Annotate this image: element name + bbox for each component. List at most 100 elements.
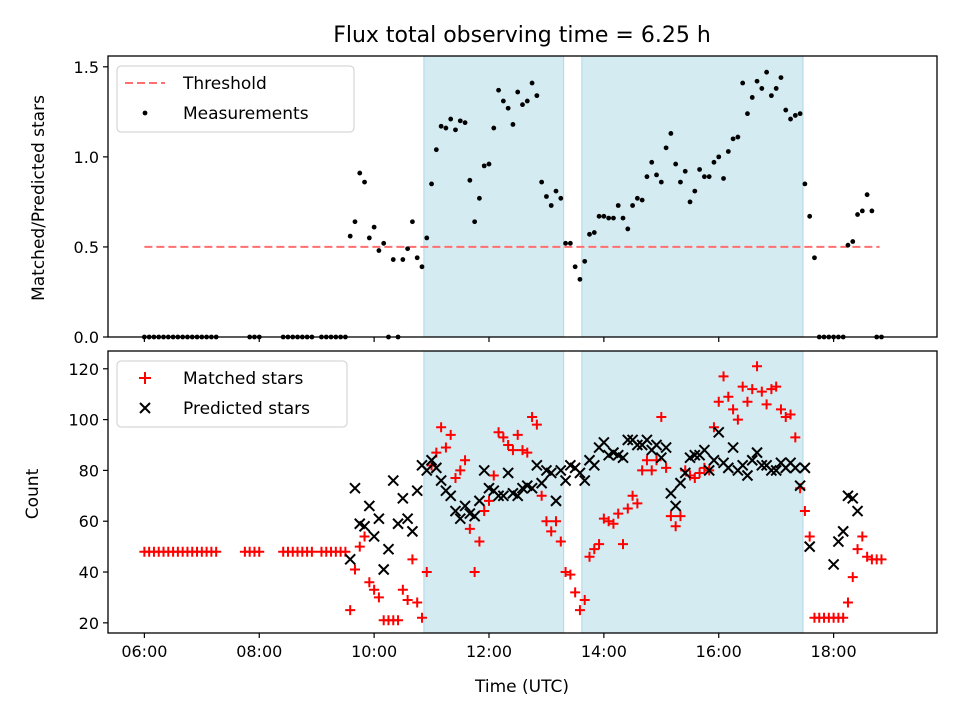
measurement-point xyxy=(740,80,746,86)
predicted-stars-point xyxy=(502,467,514,479)
predicted-stars-point xyxy=(459,500,471,512)
measurement-point xyxy=(505,105,511,111)
matched-stars-point xyxy=(799,506,810,517)
measurement-point xyxy=(716,154,722,160)
measurement-point xyxy=(524,98,530,104)
predicted-stars-point xyxy=(669,500,682,512)
measurement-point xyxy=(692,188,698,194)
matched-stars-point xyxy=(460,455,471,466)
predicted-stars-point xyxy=(497,490,510,502)
predicted-stars-point xyxy=(425,454,438,466)
predicted-stars-point xyxy=(660,441,672,454)
measurement-point xyxy=(654,172,659,178)
matched-stars-point xyxy=(555,536,566,547)
bottom-panel: 06:00 08:00 10:00 12:00 14:00 16:00 18:00 20 40 6… xyxy=(68,350,938,661)
matched-stars-point xyxy=(436,422,447,433)
matched-stars-point xyxy=(469,567,480,578)
measurement-point xyxy=(539,179,545,185)
measurement-point xyxy=(520,102,525,108)
predicted-stars-point xyxy=(689,449,701,461)
matched-stars-point xyxy=(479,506,490,517)
matched-stars-point xyxy=(747,384,758,395)
observing-window-shade xyxy=(423,55,565,338)
matched-stars-point xyxy=(646,465,657,476)
matched-stars-point xyxy=(407,554,418,565)
predicted-stars-point xyxy=(803,540,816,553)
predicted-stars-point xyxy=(574,467,586,479)
measurement-point xyxy=(807,213,813,219)
y-tick-label: 100 xyxy=(68,411,99,430)
matched-stars-point xyxy=(455,465,466,476)
matched-stars-point xyxy=(570,587,581,598)
measurement-point xyxy=(448,116,454,122)
predicted-stars-point xyxy=(526,482,538,494)
matched-stars-point xyxy=(656,412,667,423)
measurement-point xyxy=(783,107,789,113)
predicted-stars-point xyxy=(679,467,691,479)
matched-stars-point xyxy=(641,455,652,466)
legend-matched-swatch xyxy=(139,372,151,384)
matched-stars-point xyxy=(661,462,672,473)
predicted-stars-point xyxy=(827,558,840,571)
predicted-stars-point xyxy=(655,451,668,464)
legend-label: Predicted stars xyxy=(183,399,310,419)
measurement-point xyxy=(577,276,583,282)
predicted-stars-point xyxy=(727,441,739,454)
measurement-point xyxy=(462,120,468,126)
measurement-point xyxy=(682,168,688,174)
matched-stars-point xyxy=(723,391,734,402)
top-y-axis-label: Matched/Predicted stars xyxy=(29,95,49,301)
matched-stars-point xyxy=(527,412,538,423)
predicted-stars-point xyxy=(492,490,505,502)
matched-stars-point xyxy=(369,584,380,595)
matched-stars-point xyxy=(732,414,743,425)
predicted-stars-point xyxy=(698,444,711,456)
measurement-point xyxy=(347,233,353,239)
measurement-point xyxy=(673,161,679,167)
measurement-point xyxy=(721,176,726,181)
measurement-point xyxy=(639,197,645,203)
predicted-stars-point xyxy=(473,495,486,507)
matched-stars-point xyxy=(211,546,222,557)
predicted-stars-point xyxy=(622,434,634,446)
measurement-point xyxy=(472,219,478,225)
measurement-point xyxy=(812,255,817,261)
measurement-point xyxy=(658,179,664,185)
matched-stars-point xyxy=(670,521,681,532)
measurement-point xyxy=(591,230,597,235)
matched-stars-point xyxy=(618,539,629,550)
measurement-point xyxy=(850,239,856,244)
matched-stars-point xyxy=(503,440,514,450)
measurement-point xyxy=(730,136,736,142)
predicted-stars-point xyxy=(641,434,653,446)
predicted-stars-point xyxy=(368,530,380,543)
y-tick-label: 1.5 xyxy=(74,58,99,77)
matched-stars-point xyxy=(445,429,456,440)
top-panel: 0.0 0.5 1.0 1.5 Threshold Measurements xyxy=(74,55,938,347)
predicted-stars-point xyxy=(435,474,447,487)
measurement-point xyxy=(366,235,372,241)
matched-stars-point xyxy=(584,551,595,562)
measurement-point xyxy=(792,113,798,118)
series-matched-stars xyxy=(139,361,887,626)
matched-stars-point xyxy=(857,531,868,542)
legend-label: Threshold xyxy=(182,74,267,94)
y-tick-label: 40 xyxy=(79,563,99,582)
matched-stars-point xyxy=(512,429,523,440)
predicted-stars-point xyxy=(722,462,735,474)
measurement-point xyxy=(864,192,870,198)
matched-stars-point xyxy=(345,605,356,616)
matched-stars-point xyxy=(440,442,451,453)
measurement-point xyxy=(855,212,860,217)
predicted-stars-point xyxy=(545,467,557,479)
measurement-point xyxy=(745,111,750,117)
measurement-point xyxy=(477,195,482,201)
measurement-point xyxy=(625,226,631,232)
predicted-stars-point xyxy=(674,477,687,489)
matched-stars-point xyxy=(579,594,590,605)
measurement-point xyxy=(572,264,578,270)
matched-stars-point xyxy=(574,605,585,616)
predicted-stars-point xyxy=(535,477,548,489)
matched-stars-point xyxy=(364,577,375,588)
measurement-point xyxy=(357,170,363,176)
